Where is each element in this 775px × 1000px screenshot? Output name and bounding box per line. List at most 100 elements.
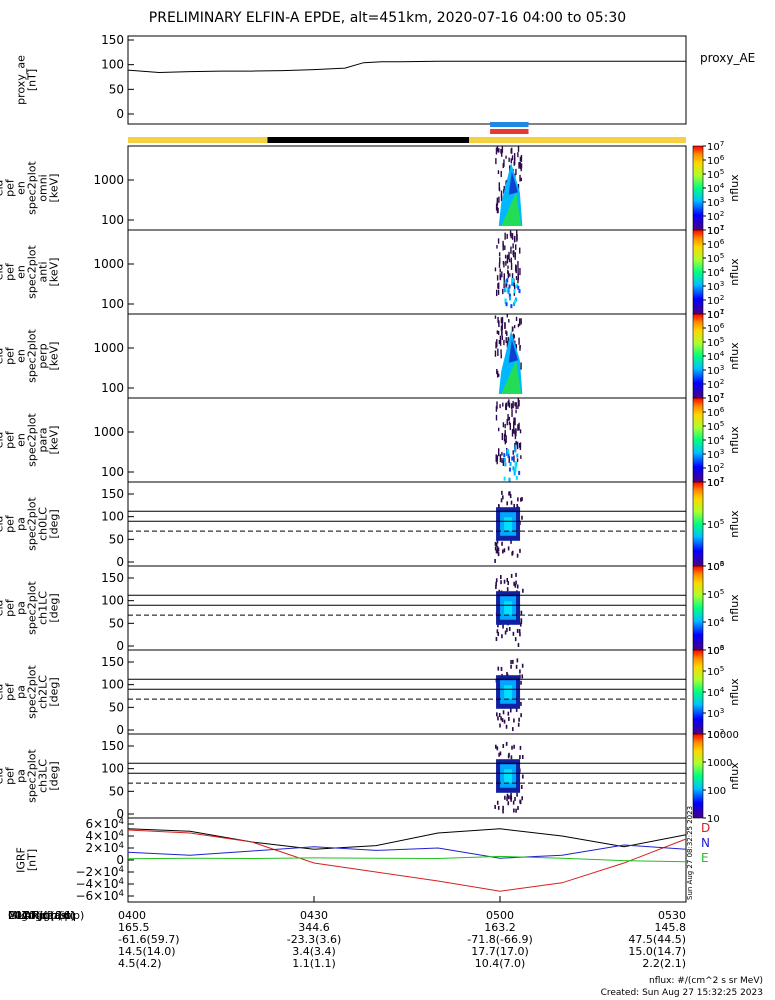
heat-cell bbox=[512, 278, 515, 283]
heat-cell bbox=[517, 323, 520, 328]
heat-cell bbox=[499, 268, 501, 273]
heat-cell bbox=[502, 240, 504, 248]
spectrum-3-ylabel-0: ela bbox=[0, 432, 6, 449]
spectrum-1-ylabel-1: pef bbox=[4, 262, 17, 281]
heat-cell bbox=[495, 405, 498, 412]
heat-cell bbox=[496, 330, 499, 334]
spectrum-2-ylabel-4: perp bbox=[37, 343, 50, 368]
heat-cell bbox=[499, 723, 501, 728]
heat-cell bbox=[518, 442, 521, 448]
heat-cell bbox=[505, 724, 508, 729]
x-axis-time-value: 0500 bbox=[486, 909, 514, 922]
heat-cell bbox=[506, 451, 509, 456]
pitch-3-ylabel-4: ch3LC bbox=[37, 759, 50, 793]
colorbar-label: 106 bbox=[707, 321, 725, 335]
spectrum-2-ylabel-3: spec2plot bbox=[26, 329, 39, 383]
heat-cell bbox=[505, 282, 507, 288]
heat-cell bbox=[498, 182, 501, 190]
heat-cell bbox=[503, 339, 505, 346]
heat-cell bbox=[520, 785, 523, 790]
heat-cell bbox=[515, 441, 517, 447]
spectrum-1-y-tick-label: 1000 bbox=[93, 257, 124, 271]
pitch-1-ylabel-4: ch1LC bbox=[37, 591, 50, 625]
heat-cell bbox=[503, 189, 505, 194]
heat-cell bbox=[510, 792, 512, 797]
heat-cell bbox=[516, 284, 519, 289]
heat-cell bbox=[514, 285, 516, 293]
heat-cell bbox=[517, 424, 519, 431]
heat-cell bbox=[501, 458, 503, 464]
heat-cell bbox=[498, 187, 501, 192]
heat-cell bbox=[506, 587, 509, 592]
igrf-y-tick-label: 4×104 bbox=[86, 829, 124, 843]
x-axis-column-0430: 0430 344.6 -23.3(3.6) 3.4(3.4) 1.1(1.1) bbox=[254, 910, 374, 970]
heat-cell bbox=[510, 660, 512, 665]
heat-cell bbox=[503, 433, 506, 442]
heat-cell bbox=[520, 177, 523, 182]
heat-cell bbox=[498, 252, 501, 257]
igrf-y-tick-label: 0 bbox=[116, 853, 124, 867]
heat-core bbox=[501, 192, 522, 226]
heat-cell bbox=[520, 610, 523, 615]
heat-core bbox=[501, 360, 522, 394]
heat-cell bbox=[505, 435, 507, 443]
heat-cell bbox=[515, 316, 518, 322]
heat-cell bbox=[503, 476, 506, 481]
heat-cell bbox=[495, 578, 498, 583]
heat-cell bbox=[514, 444, 517, 449]
pitch-2-y-tick-label: 0 bbox=[116, 723, 124, 737]
pitch-0-ylabel-1: pef bbox=[4, 514, 17, 533]
colorbar-rect bbox=[692, 145, 704, 231]
heat-cell bbox=[495, 289, 498, 297]
heat-cell bbox=[507, 269, 509, 274]
ae-ylabel-1: [nT] bbox=[26, 69, 39, 91]
heat-cell bbox=[520, 497, 522, 502]
heat-cell bbox=[496, 368, 498, 375]
colorbar-label: 106 bbox=[707, 643, 725, 657]
igrf-legend-E: E bbox=[701, 851, 709, 865]
heat-cell bbox=[500, 354, 502, 359]
pitch-2-ylabel-1: pef bbox=[4, 682, 17, 701]
igrf-line-black bbox=[127, 828, 687, 850]
heat-cell bbox=[508, 319, 510, 323]
heat-cell bbox=[501, 146, 504, 153]
heat-cell bbox=[515, 664, 518, 669]
pitch-3-y-tick-label: 50 bbox=[109, 784, 124, 798]
colorbar-label: 103 bbox=[707, 447, 724, 461]
heat-cell bbox=[510, 262, 513, 270]
x-axis-column-0400: 0400 165.5 -61.6(59.7) 14.5(14.0) 4.5(4.2) bbox=[118, 910, 238, 970]
heat-cell bbox=[510, 500, 513, 505]
x-axis-time-value: 0400 bbox=[118, 909, 146, 922]
heat-cell bbox=[513, 744, 515, 749]
heat-cell bbox=[499, 257, 501, 264]
pitch-0-ylabel-0: ela bbox=[0, 516, 6, 533]
pitch-2-y-tick-label: 150 bbox=[101, 655, 124, 669]
x-axis-glon-value: 344.6 bbox=[298, 921, 330, 934]
heat-cell bbox=[512, 466, 515, 471]
heat-cell bbox=[508, 716, 510, 721]
heat-cell bbox=[513, 325, 516, 329]
heat-cell bbox=[505, 741, 508, 746]
heat-cell bbox=[497, 170, 500, 175]
heat-cell bbox=[496, 546, 499, 551]
heat-cell bbox=[519, 345, 521, 351]
heat-cell bbox=[511, 273, 514, 279]
heat-cell bbox=[504, 322, 506, 329]
colorbar-title: nflux bbox=[728, 762, 741, 790]
spectrum-0-ylabel-2: en bbox=[15, 181, 28, 195]
heat-cell bbox=[508, 399, 510, 406]
spectrum-2-ylabel-0: ela bbox=[0, 348, 6, 365]
heat-cell bbox=[496, 549, 499, 554]
heat-cell bbox=[511, 745, 513, 750]
heat-cell bbox=[499, 454, 502, 463]
heat-cell bbox=[496, 629, 499, 634]
pitch-1-ylabel-3: spec2plot bbox=[26, 581, 39, 635]
colorbar-label: 104 bbox=[707, 615, 725, 629]
heat-cell bbox=[496, 746, 499, 751]
colorbar-rect bbox=[692, 649, 704, 735]
heat-cell bbox=[501, 718, 504, 723]
heat-cell bbox=[516, 658, 519, 663]
colorbar-rect bbox=[692, 313, 704, 399]
heat-cell bbox=[513, 334, 515, 339]
